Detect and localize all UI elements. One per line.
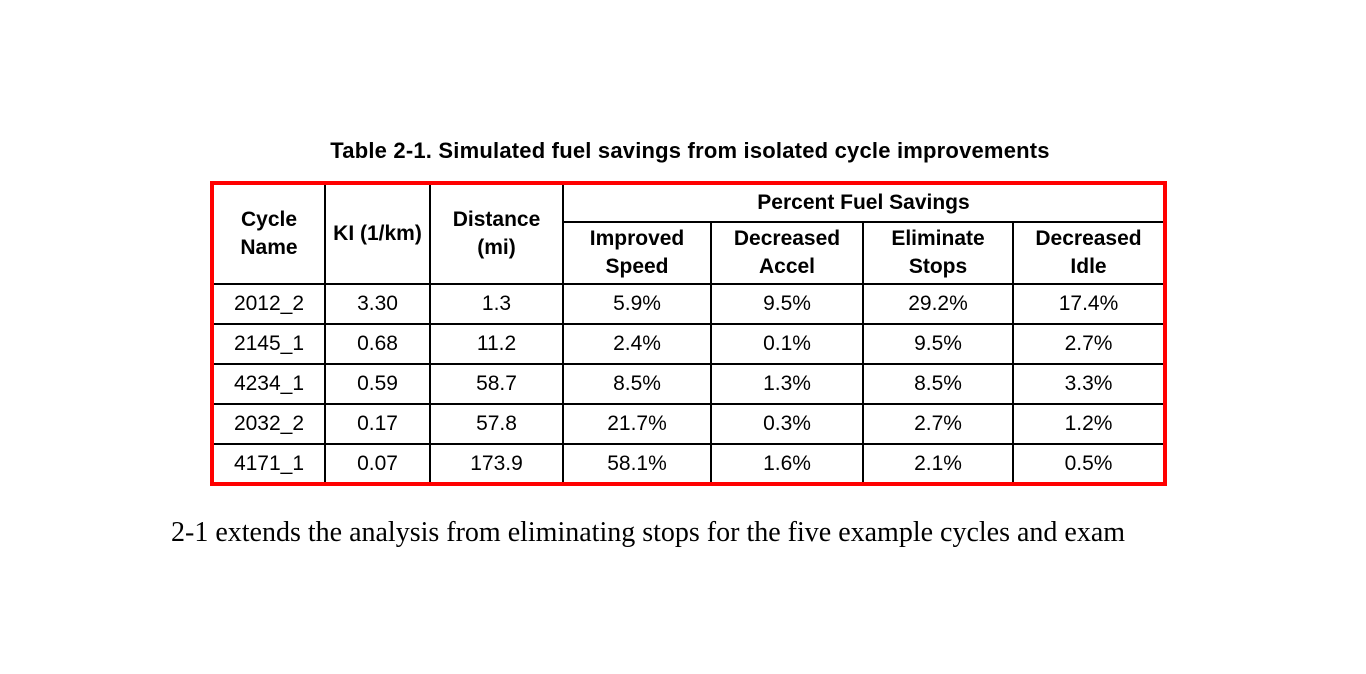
cell-eliminate-stops: 2.7%	[862, 403, 1014, 445]
cell-decreased-accel: 9.5%	[710, 283, 864, 325]
col-header-cycle-name: Cycle Name	[211, 182, 326, 285]
cell-decreased-accel: 0.1%	[710, 323, 864, 365]
cell-decreased-idle: 0.5%	[1012, 443, 1166, 485]
fuel-savings-table: Cycle Name KI (1/km) Distance (mi) Perce…	[210, 181, 1167, 486]
table-row: 2012_2 3.30 1.3 5.9% 9.5% 29.2% 17.4%	[211, 283, 1166, 325]
table-caption: Table 2-1. Simulated fuel savings from i…	[330, 138, 1050, 163]
cell-distance: 1.3	[429, 283, 564, 325]
table-row: 4171_1 0.07 173.9 58.1% 1.6% 2.1% 0.5%	[211, 443, 1166, 485]
cell-decreased-idle: 3.3%	[1012, 363, 1166, 405]
header-row-sub: Improved Speed Decreased Accel Eliminate…	[212, 221, 1166, 285]
col-header-distance: Distance (mi)	[429, 182, 564, 285]
cell-cycle-name: 2032_2	[211, 403, 326, 445]
cell-improved-speed: 5.9%	[562, 283, 712, 325]
cell-eliminate-stops: 8.5%	[862, 363, 1014, 405]
cell-improved-speed: 8.5%	[562, 363, 712, 405]
table-row: 4234_1 0.59 58.7 8.5% 1.3% 8.5% 3.3%	[211, 363, 1166, 405]
col-header-decreased-accel: Decreased Accel	[710, 221, 864, 285]
col-group-header-percent-fuel-savings: Percent Fuel Savings	[562, 182, 1166, 223]
cell-decreased-idle: 2.7%	[1012, 323, 1166, 365]
cell-ki: 0.07	[324, 443, 431, 485]
cell-decreased-accel: 1.6%	[710, 443, 864, 485]
cell-decreased-accel: 0.3%	[710, 403, 864, 445]
header-row-top: Cycle Name KI (1/km) Distance (mi) Perce…	[211, 182, 1166, 285]
cell-cycle-name: 2145_1	[211, 323, 326, 365]
col-header-improved-speed: Improved Speed	[562, 221, 712, 285]
cell-distance: 57.8	[429, 403, 564, 445]
cell-ki: 0.68	[324, 323, 431, 365]
cell-cycle-name: 4171_1	[211, 443, 326, 485]
cell-improved-speed: 2.4%	[562, 323, 712, 365]
table-row: 2145_1 0.68 11.2 2.4% 0.1% 9.5% 2.7%	[211, 323, 1166, 365]
table-row: 2032_2 0.17 57.8 21.7% 0.3% 2.7% 1.2%	[211, 403, 1166, 445]
cell-ki: 0.59	[324, 363, 431, 405]
col-header-eliminate-stops: Eliminate Stops	[862, 221, 1014, 285]
cell-decreased-idle: 1.2%	[1012, 403, 1166, 445]
cell-decreased-idle: 17.4%	[1012, 283, 1166, 325]
cell-distance: 58.7	[429, 363, 564, 405]
cell-cycle-name: 2012_2	[211, 283, 326, 325]
cell-eliminate-stops: 2.1%	[862, 443, 1014, 485]
cell-eliminate-stops: 29.2%	[862, 283, 1014, 325]
cell-decreased-accel: 1.3%	[710, 363, 864, 405]
paragraph-text: 2-1 extends the analysis from eliminatin…	[171, 517, 1126, 548]
cell-distance: 11.2	[429, 323, 564, 365]
cell-cycle-name: 4234_1	[211, 363, 326, 405]
cell-improved-speed: 58.1%	[562, 443, 712, 485]
cell-eliminate-stops: 9.5%	[862, 323, 1014, 365]
cell-distance: 173.9	[429, 443, 564, 485]
cell-ki: 0.17	[324, 403, 431, 445]
cell-improved-speed: 21.7%	[562, 403, 712, 445]
col-header-decreased-idle: Decreased Idle	[1012, 221, 1166, 285]
col-header-ki: KI (1/km)	[324, 182, 431, 285]
cell-ki: 3.30	[324, 283, 431, 325]
